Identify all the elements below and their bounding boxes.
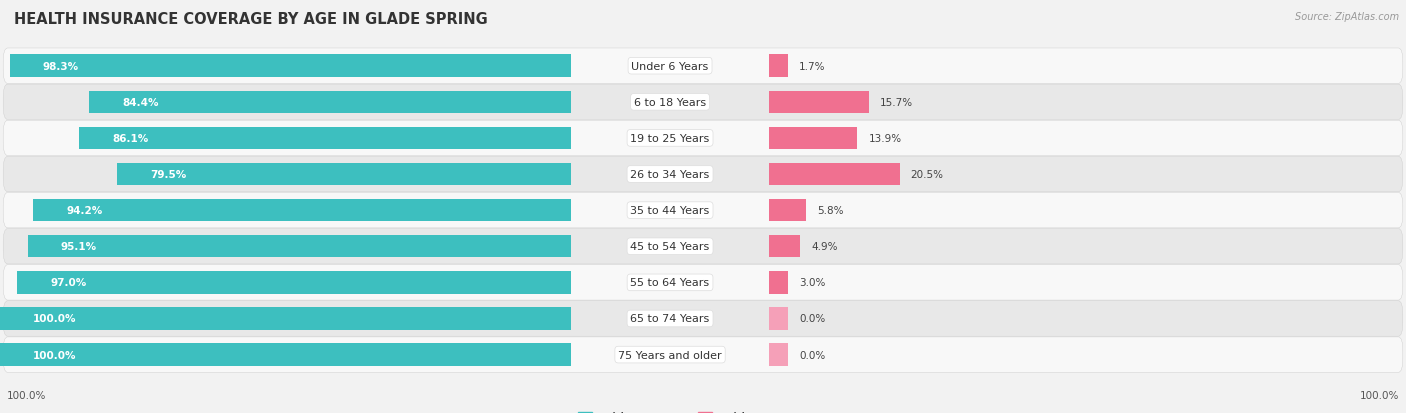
FancyBboxPatch shape (3, 85, 1403, 120)
Text: 100.0%: 100.0% (1360, 390, 1399, 400)
Text: 1.7%: 1.7% (799, 62, 825, 71)
Text: 15.7%: 15.7% (880, 97, 912, 107)
Text: 100.0%: 100.0% (32, 314, 76, 324)
Text: 100.0%: 100.0% (7, 390, 46, 400)
Text: 6 to 18 Years: 6 to 18 Years (634, 97, 706, 107)
Bar (769, 308, 787, 330)
Text: 65 to 74 Years: 65 to 74 Years (630, 314, 710, 324)
Text: 98.3%: 98.3% (42, 62, 79, 71)
Text: 55 to 64 Years: 55 to 64 Years (630, 278, 710, 288)
Text: 95.1%: 95.1% (60, 242, 97, 252)
Bar (117, 164, 571, 186)
Text: 0.0%: 0.0% (799, 350, 825, 360)
FancyBboxPatch shape (3, 229, 1403, 264)
Bar (769, 55, 787, 78)
Bar (34, 199, 571, 222)
Text: 26 to 34 Years: 26 to 34 Years (630, 170, 710, 180)
Text: 86.1%: 86.1% (112, 133, 149, 144)
Bar (769, 199, 806, 222)
Text: 20.5%: 20.5% (911, 170, 943, 180)
Bar (769, 164, 900, 186)
Bar (10, 55, 571, 78)
Bar (17, 271, 571, 294)
FancyBboxPatch shape (3, 193, 1403, 228)
Text: 100.0%: 100.0% (32, 350, 76, 360)
Bar (79, 127, 571, 150)
Text: 35 to 44 Years: 35 to 44 Years (630, 206, 710, 216)
Text: 75 Years and older: 75 Years and older (619, 350, 721, 360)
Bar (769, 91, 869, 114)
FancyBboxPatch shape (3, 301, 1403, 336)
Text: 84.4%: 84.4% (122, 97, 159, 107)
Text: 5.8%: 5.8% (817, 206, 844, 216)
Bar (769, 127, 858, 150)
Text: 4.9%: 4.9% (811, 242, 838, 252)
Text: 19 to 25 Years: 19 to 25 Years (630, 133, 710, 144)
Text: 0.0%: 0.0% (799, 314, 825, 324)
Text: 45 to 54 Years: 45 to 54 Years (630, 242, 710, 252)
Bar (0, 308, 571, 330)
FancyBboxPatch shape (3, 157, 1403, 192)
Bar (769, 344, 787, 366)
Text: 94.2%: 94.2% (66, 206, 103, 216)
Bar (89, 91, 571, 114)
Text: 79.5%: 79.5% (150, 170, 187, 180)
Legend: With Coverage, Without Coverage: With Coverage, Without Coverage (572, 406, 834, 413)
Text: Under 6 Years: Under 6 Years (631, 62, 709, 71)
Text: 97.0%: 97.0% (51, 278, 86, 288)
Text: Source: ZipAtlas.com: Source: ZipAtlas.com (1295, 12, 1399, 22)
Text: 13.9%: 13.9% (869, 133, 901, 144)
Text: HEALTH INSURANCE COVERAGE BY AGE IN GLADE SPRING: HEALTH INSURANCE COVERAGE BY AGE IN GLAD… (14, 12, 488, 27)
Text: 3.0%: 3.0% (799, 278, 825, 288)
FancyBboxPatch shape (3, 265, 1403, 300)
Bar (28, 235, 571, 258)
FancyBboxPatch shape (3, 49, 1403, 84)
Bar (769, 271, 787, 294)
FancyBboxPatch shape (3, 337, 1403, 373)
Bar (769, 235, 800, 258)
Bar (0, 344, 571, 366)
FancyBboxPatch shape (3, 121, 1403, 156)
